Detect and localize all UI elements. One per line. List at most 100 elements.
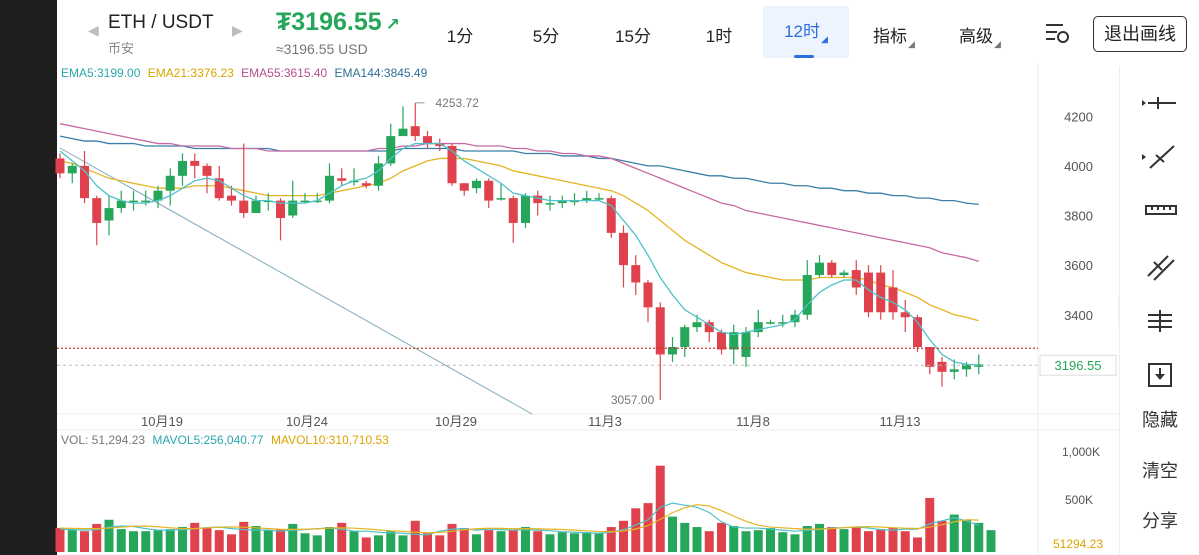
- volume-bar: [827, 527, 837, 552]
- candle-body: [557, 200, 567, 204]
- candle-body: [606, 198, 616, 233]
- volume-bar: [753, 530, 763, 552]
- candle-body: [508, 198, 518, 223]
- candle-body: [312, 200, 322, 203]
- volume-bar: [129, 531, 138, 552]
- current-price-tag: [1039, 354, 1117, 376]
- ema144-label: EMA144:3845.49: [334, 66, 428, 80]
- candle-body: [374, 163, 383, 186]
- volume-bar: [227, 534, 236, 552]
- volume-bar: [962, 519, 971, 552]
- tab-1m[interactable]: 1分: [446, 27, 474, 46]
- volume-bar: [300, 533, 310, 552]
- ema144-line: [59, 135, 979, 205]
- volume-bar: [606, 527, 616, 552]
- candle-body: [753, 322, 763, 333]
- volume-bar: [239, 521, 249, 552]
- candle-body: [349, 180, 359, 183]
- volume-bar: [410, 520, 420, 552]
- clear-button[interactable]: 清空: [1142, 461, 1178, 481]
- candle-body: [361, 183, 371, 186]
- candle-body: [337, 178, 347, 181]
- volume-bar: [692, 527, 702, 552]
- save-drawing-icon[interactable]: [1140, 358, 1180, 392]
- volume-bar: [141, 531, 151, 552]
- candle-body: [802, 275, 812, 315]
- volume-bar: [986, 530, 996, 552]
- tab-5m[interactable]: 5分: [532, 27, 560, 46]
- vol-tick-label: 500K: [1065, 493, 1093, 507]
- exit-drawing-button[interactable]: 退出画线: [1093, 16, 1187, 52]
- candle-body: [545, 203, 555, 205]
- advanced-menu[interactable]: 高级◢: [959, 27, 1001, 49]
- tab-15m[interactable]: 15分: [615, 27, 651, 46]
- candle-body: [619, 232, 628, 266]
- candle-body: [410, 126, 420, 137]
- candle-body: [435, 143, 445, 147]
- ema55-label: EMA55:3615.40: [241, 66, 328, 80]
- candle-body: [55, 158, 65, 174]
- volume-bar: [165, 529, 175, 552]
- candle-body: [937, 361, 947, 372]
- volume-bar: [631, 508, 641, 552]
- price-chart[interactable]: 4200 4000 3800 3600 3400 10月19 10月24 10月29 11月3 1…: [0, 0, 1119, 555]
- candle-body: [839, 272, 849, 276]
- candle-body: [594, 198, 604, 200]
- candle-body: [913, 317, 922, 348]
- prev-pair-icon[interactable]: ◀: [88, 22, 99, 38]
- candle-body: [141, 200, 151, 203]
- candle-body: [643, 282, 653, 308]
- candle-body: [533, 195, 543, 204]
- horizontal-line-icon[interactable]: [1140, 86, 1180, 120]
- volume-bar: [766, 528, 775, 552]
- volume-bar: [668, 516, 677, 552]
- tab-1h[interactable]: 1时: [705, 27, 733, 46]
- y-tick-label: 3800: [1064, 209, 1093, 224]
- candle-body: [67, 165, 77, 174]
- ema21-label: EMA21:3376.23: [147, 66, 234, 80]
- volume-bar: [263, 530, 273, 552]
- candle-body: [692, 322, 702, 328]
- candle-body: [655, 307, 665, 355]
- volume-bar: [190, 522, 200, 552]
- left-device-strip: [0, 0, 57, 555]
- hide-button[interactable]: 隐藏: [1142, 410, 1178, 430]
- candle-body: [484, 180, 494, 201]
- candle-body: [851, 270, 861, 288]
- candle-body: [423, 136, 432, 144]
- volume-bar: [741, 531, 751, 552]
- candle-body: [178, 160, 187, 176]
- candle-body: [631, 265, 641, 283]
- volume-bar: [582, 532, 592, 552]
- volume-bar: [398, 535, 408, 552]
- volume-bar: [349, 531, 359, 552]
- volume-bar: [472, 534, 481, 552]
- volume-bar: [802, 526, 812, 552]
- volume-bar: [92, 523, 102, 552]
- ray-line-icon[interactable]: [1140, 140, 1180, 174]
- x-tick-label: 11月3: [588, 414, 622, 429]
- vol-tick-label: 1,000K: [1062, 445, 1100, 459]
- candle-body: [459, 183, 469, 191]
- volume-bar: [337, 522, 347, 552]
- measure-ruler-icon[interactable]: [1140, 194, 1180, 228]
- candle-body: [704, 322, 714, 333]
- share-button[interactable]: 分享: [1142, 511, 1178, 531]
- pair-name[interactable]: ETH / USDT: [108, 12, 214, 33]
- volume-bar: [496, 531, 506, 552]
- volume-bar: [435, 535, 445, 552]
- chart-settings-icon[interactable]: [1043, 20, 1073, 46]
- volume-bar: [325, 527, 334, 552]
- active-tab-indicator: [794, 55, 814, 58]
- volume-bar: [251, 526, 261, 552]
- volume-bar: [557, 532, 567, 552]
- next-pair-icon[interactable]: ▶: [232, 22, 243, 38]
- tab-12h[interactable]: 12时◢: [763, 6, 849, 58]
- volume-bar: [717, 522, 726, 552]
- parallel-lines-icon[interactable]: [1140, 250, 1180, 284]
- price-range-icon[interactable]: [1140, 304, 1180, 338]
- volume-bar: [545, 534, 555, 552]
- candle-body: [668, 347, 677, 355]
- volume-bar: [447, 523, 457, 552]
- indicator-menu[interactable]: 指标◢: [873, 27, 915, 49]
